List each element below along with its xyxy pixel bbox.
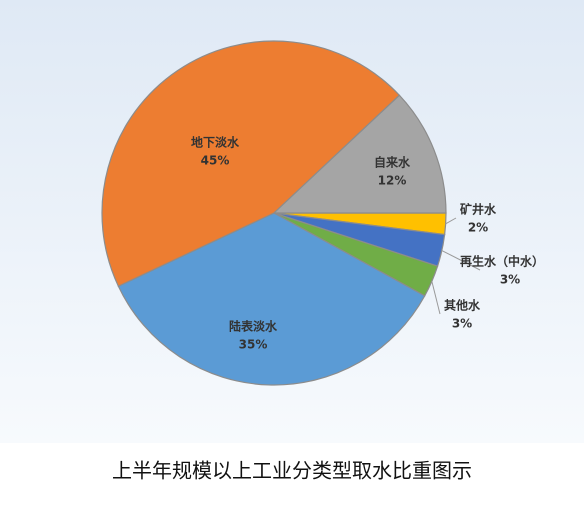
value-label: 45% — [201, 154, 230, 168]
slice-label: 矿井水 — [460, 202, 497, 217]
pie-slice — [117, 212, 426, 386]
slice-label: 再生水（中水） — [460, 254, 544, 269]
slice-label: 自来水 — [374, 155, 411, 170]
pie-slice — [272, 94, 447, 214]
slice-label: 地下淡水 — [191, 135, 240, 150]
slice-label: 其他水 — [444, 298, 481, 313]
value-label: 3% — [500, 273, 520, 287]
pie: 矿井水 2% 再生水（中水） 3% 其他水 3% 陆表淡水 35% 地下淡水 45% 自来水 12% — [101, 40, 544, 386]
value-label: 35% — [239, 338, 268, 352]
chart-title: 上半年规模以上工业分类型取水比重图示 — [112, 459, 472, 483]
value-label: 3% — [452, 317, 472, 331]
leader-line — [445, 217, 457, 225]
leader-line — [441, 250, 481, 271]
leader-line — [431, 281, 441, 315]
slice-label: 陆表淡水 — [229, 319, 278, 334]
value-label: 2% — [468, 221, 488, 235]
value-label: 12% — [378, 174, 407, 188]
pie-slice — [101, 40, 401, 288]
